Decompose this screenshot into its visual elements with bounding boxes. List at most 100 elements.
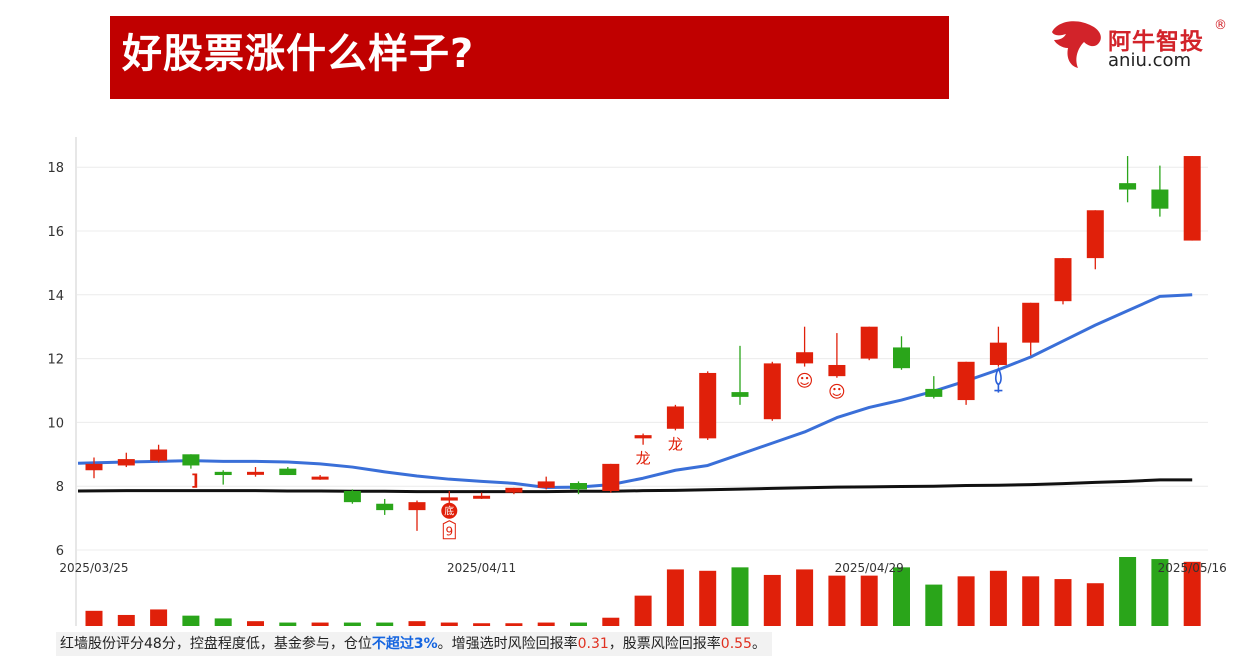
candle-body bbox=[376, 503, 394, 511]
candle-body bbox=[1119, 183, 1137, 190]
x-date-label: 2025/04/29 bbox=[835, 561, 904, 575]
count-signal-label: 9 bbox=[445, 525, 453, 539]
bottom-signal-label: 底 bbox=[444, 505, 454, 518]
volume-bar bbox=[731, 567, 749, 626]
volume-bar bbox=[893, 567, 910, 626]
candle-body bbox=[602, 463, 620, 491]
x-date-label: 2025/04/11 bbox=[447, 561, 516, 575]
y-tick-label: 12 bbox=[47, 353, 64, 368]
candle-body bbox=[1022, 302, 1040, 343]
candle-body bbox=[893, 347, 910, 369]
candle-body bbox=[666, 406, 684, 429]
volume-bar bbox=[214, 618, 232, 626]
smile-signal-icon: ☺ bbox=[828, 383, 846, 403]
footer-suffix: 。 bbox=[751, 636, 766, 652]
volume-bar bbox=[343, 622, 361, 626]
ma-short-line bbox=[77, 293, 1193, 489]
volume-bar bbox=[311, 622, 329, 626]
volume-bar bbox=[537, 622, 555, 626]
volume-bar bbox=[1183, 561, 1201, 626]
volume-bar bbox=[957, 576, 975, 626]
stock-risk-reward: 0.55 bbox=[720, 636, 752, 652]
candle-body bbox=[828, 364, 846, 377]
x-date-label: 2025/05/16 bbox=[1158, 561, 1227, 575]
volume-bar bbox=[1086, 583, 1104, 626]
volume-bar bbox=[989, 570, 1007, 626]
brand-name-cn: 阿牛智投 bbox=[1108, 29, 1204, 55]
title-banner: 好股票涨什么样子? bbox=[110, 16, 949, 99]
candle-body bbox=[1054, 258, 1072, 302]
volume-bar bbox=[247, 621, 264, 626]
bottom-signal-badge bbox=[441, 502, 458, 519]
volume-bar bbox=[1151, 559, 1169, 626]
candle-body bbox=[247, 471, 264, 475]
candle-body bbox=[440, 497, 458, 501]
footer-prefix: 红墙股份评分48分，控盘程度低，基金参与，仓位 bbox=[60, 636, 372, 652]
candle-body bbox=[311, 476, 329, 480]
brand-domain: aniu.com bbox=[1108, 50, 1192, 71]
y-tick-label: 14 bbox=[47, 289, 64, 304]
count-signal-box bbox=[442, 520, 456, 540]
candle-body bbox=[1183, 156, 1201, 241]
volume-bar bbox=[828, 575, 846, 626]
volume-bar bbox=[699, 570, 717, 626]
dragon-signal-label: 龙 bbox=[636, 450, 651, 468]
candle-body bbox=[860, 326, 878, 359]
candle-body bbox=[537, 481, 555, 488]
volume-bar bbox=[763, 574, 781, 626]
volume-bar bbox=[85, 610, 103, 626]
y-tick-label: 8 bbox=[56, 480, 64, 495]
candle-body bbox=[182, 454, 200, 466]
candle-body bbox=[343, 490, 361, 503]
volume-bar bbox=[1119, 557, 1137, 626]
y-tick-label: 16 bbox=[47, 225, 64, 240]
candle-body bbox=[1086, 210, 1104, 259]
volume-bar bbox=[1022, 576, 1040, 626]
volume-bar bbox=[666, 569, 684, 626]
y-tick-label: 18 bbox=[47, 161, 64, 176]
candle-body bbox=[796, 352, 814, 364]
candle-body bbox=[408, 502, 426, 511]
footer-mid2: ，股票风险回报率 bbox=[608, 636, 721, 652]
dragon-signal-label: 龙 bbox=[668, 435, 683, 453]
volume-bar bbox=[408, 621, 426, 626]
candle-body bbox=[731, 392, 749, 397]
candle-body bbox=[473, 495, 491, 499]
volume-bar bbox=[376, 622, 394, 626]
volume-bar bbox=[473, 623, 491, 626]
volume-bar bbox=[279, 622, 297, 626]
candle-body bbox=[117, 459, 135, 466]
bracket-marker: ] bbox=[191, 470, 198, 489]
candle-body bbox=[570, 483, 587, 490]
y-tick-label: 6 bbox=[56, 544, 64, 559]
volume-bar bbox=[182, 615, 200, 626]
candle-body bbox=[989, 342, 1007, 365]
smile-signal-icon: ☺ bbox=[796, 372, 814, 392]
footer-summary: 红墙股份评分48分，控盘程度低，基金参与，仓位不超过3%。增强选时风险回报率0.… bbox=[56, 632, 772, 656]
candle-body bbox=[699, 372, 717, 439]
y-tick-label: 10 bbox=[47, 416, 64, 431]
candle-body bbox=[957, 361, 975, 401]
ma-long-line bbox=[77, 478, 1193, 494]
volume-bar bbox=[634, 595, 652, 626]
candle-body bbox=[279, 468, 297, 476]
timing-risk-reward: 0.31 bbox=[577, 636, 609, 652]
volume-bar bbox=[925, 584, 943, 626]
page-title: 好股票涨什么样子? bbox=[122, 31, 475, 77]
candle-body bbox=[763, 363, 781, 420]
position-limit: 不超过3% bbox=[371, 636, 438, 652]
brand-logo: 阿牛智投 ® aniu.com bbox=[1048, 18, 1228, 74]
candle-body bbox=[634, 435, 652, 439]
volume-bar bbox=[602, 617, 620, 626]
candle-body bbox=[1151, 189, 1169, 209]
bull-logo-icon bbox=[1052, 21, 1101, 68]
volume-bar bbox=[570, 622, 587, 626]
volume-bar bbox=[150, 609, 168, 626]
footer-mid: 。增强选时风险回报率 bbox=[437, 636, 578, 652]
volume-bar bbox=[440, 622, 458, 626]
volume-bar bbox=[505, 623, 523, 626]
buy-point-marker-icon bbox=[994, 366, 1003, 393]
volume-bar bbox=[117, 614, 135, 626]
volume-bar bbox=[860, 575, 878, 626]
candle-body bbox=[505, 487, 523, 493]
